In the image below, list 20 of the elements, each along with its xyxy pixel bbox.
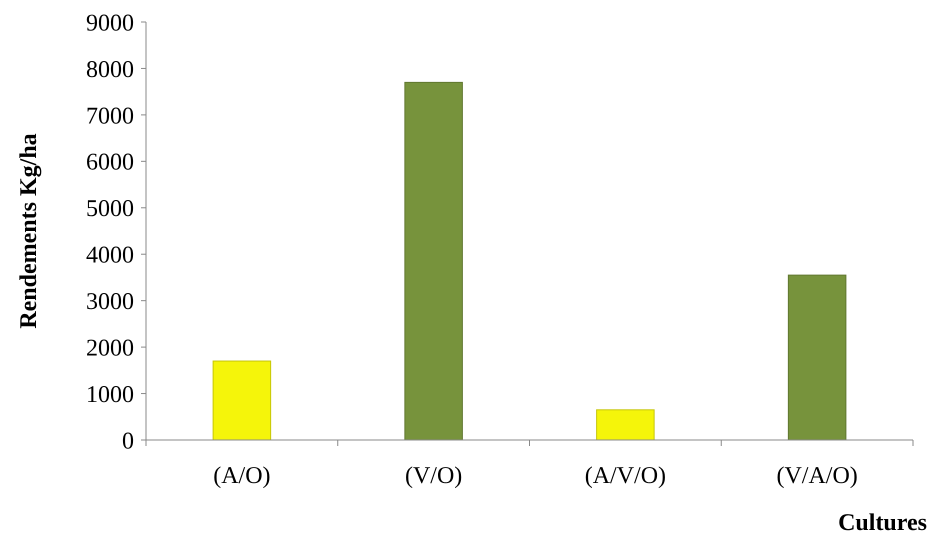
y-tick-label: 8000 <box>86 56 134 83</box>
y-tick-label: 0 <box>122 428 134 454</box>
bar <box>596 409 655 440</box>
x-tick-label: (A/O) <box>213 463 271 489</box>
y-tick-label: 7000 <box>86 103 134 130</box>
y-tick-label: 4000 <box>86 242 134 269</box>
y-tick-label: 9000 <box>86 10 134 36</box>
y-tick-label: 3000 <box>86 289 134 316</box>
bar <box>404 82 463 440</box>
y-tick-label: 5000 <box>86 196 134 222</box>
x-tick-label: (A/V/O) <box>584 463 666 489</box>
x-axis-title: Cultures <box>838 510 927 536</box>
x-tick-label: (V/A/O) <box>776 463 858 489</box>
y-axis-title: Rendements Kg/ha <box>16 133 42 329</box>
y-tick-label: 6000 <box>86 150 134 176</box>
y-tick-label: 1000 <box>86 382 134 408</box>
y-tick-label: 2000 <box>86 336 134 362</box>
bar <box>212 360 272 440</box>
x-tick-label: (V/O) <box>404 463 462 489</box>
bar <box>788 274 846 440</box>
